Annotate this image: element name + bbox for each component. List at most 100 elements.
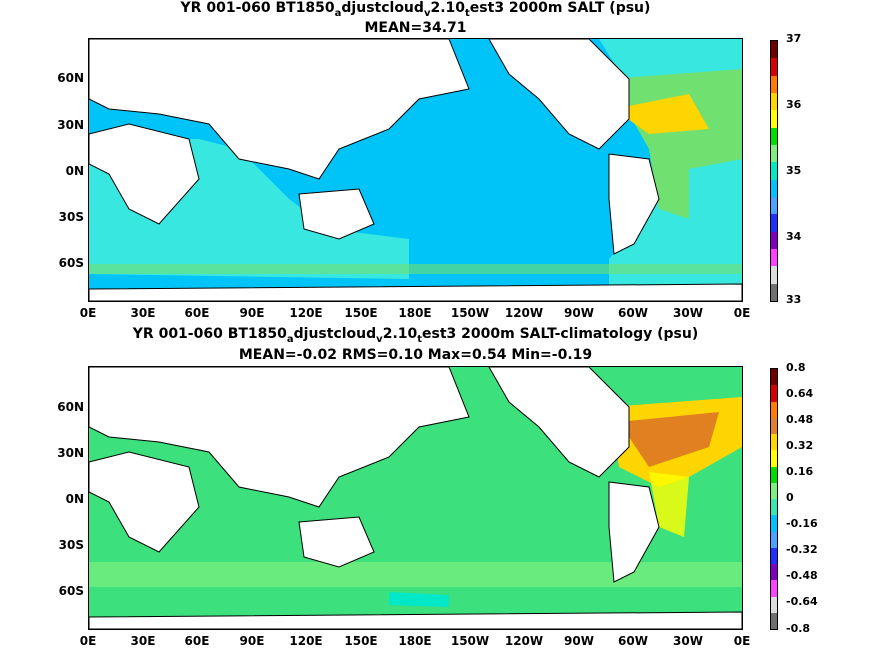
africa-shape <box>89 123 200 225</box>
north-america-shape <box>488 367 630 478</box>
colorbar-segment <box>771 283 777 301</box>
panel2-lon-120e: 120E <box>289 634 323 648</box>
panel2-lon-30e: 30E <box>130 634 156 648</box>
panel2-cb-label-0.8: 0.8 <box>786 361 806 374</box>
panel1-lon-150e: 150E <box>344 306 378 320</box>
eurasia-shape <box>89 39 470 180</box>
colorbar-segment <box>771 482 777 499</box>
colorbar-segment <box>771 144 777 163</box>
eurasia-shape <box>89 367 470 508</box>
panel2-cb-label-0.48: 0.48 <box>786 413 814 426</box>
ross-sea-patch <box>389 592 449 607</box>
colorbar-segment <box>771 385 777 402</box>
panel2-lon-60e: 60E <box>184 634 210 648</box>
panel2-lon-0e-end: 0E <box>733 634 751 648</box>
panel2-cb-label-neg0.8: -0.8 <box>786 622 811 635</box>
panel2-lon-90e: 90E <box>239 634 265 648</box>
australia-shape <box>298 188 375 240</box>
panel2-lat-30s: 30S <box>58 538 84 552</box>
colorbar-segment <box>771 417 777 434</box>
panel2-lon-150e: 150E <box>344 634 378 648</box>
panel2-cb-label-0.16: 0.16 <box>786 465 814 478</box>
panel1-title: YR 001-060 BT1850adjustcloudv2.10test3 2… <box>180 0 651 19</box>
panel1-stats: MEAN=34.71 <box>364 20 467 36</box>
south-america-shape <box>608 481 660 583</box>
panel1-lat-60s: 60S <box>58 256 84 270</box>
panel2-colorbar <box>770 368 778 630</box>
panel2-title: YR 001-060 BT1850adjustcloudv2.10test3 2… <box>132 326 699 345</box>
north-america-shape <box>488 39 630 150</box>
colorbar-segment <box>771 369 777 386</box>
panel1-lon-60w: 60W <box>618 306 648 320</box>
colorbar-segment <box>771 92 777 111</box>
colorbar-segment <box>771 596 777 613</box>
panel1-cb-label-35: 35 <box>786 164 802 177</box>
panel1-colorbar <box>770 40 778 302</box>
panel1-lon-180e: 180E <box>398 306 432 320</box>
panel1-cb-label-33: 33 <box>786 293 802 306</box>
colorbar-segment <box>771 41 777 59</box>
panel2-map-svg <box>89 367 742 629</box>
colorbar-segment <box>771 499 777 516</box>
australia-shape <box>298 516 375 568</box>
colorbar-segment <box>771 75 777 93</box>
panel2-cb-label-0.64: 0.64 <box>786 387 814 400</box>
panel2-lon-180e: 180E <box>398 634 432 648</box>
panel1-lon-0e: 0E <box>79 306 97 320</box>
colorbar-segment <box>771 547 777 564</box>
panel2-cb-label-neg0.48: -0.48 <box>786 569 818 582</box>
panel1-lat-60n: 60N <box>57 71 84 85</box>
colorbar-segment <box>771 162 777 180</box>
panel1-cb-label-34: 34 <box>786 230 802 243</box>
panel1-lat-0n: 0N <box>65 164 84 178</box>
colorbar-segment <box>771 266 777 284</box>
colorbar-segment <box>771 58 777 76</box>
colorbar-segment <box>771 179 777 197</box>
colorbar-segment <box>771 196 777 215</box>
colorbar-segment <box>771 214 777 232</box>
panel2-lon-90w: 90W <box>564 634 594 648</box>
panel2-lon-120w: 120W <box>504 634 544 648</box>
panel1-lon-30e: 30E <box>130 306 156 320</box>
panel2-stats: MEAN=-0.02 RMS=0.10 Max=0.54 Min=-0.19 <box>238 347 593 363</box>
panel1-map <box>88 38 743 302</box>
panel1-lat-30n: 30N <box>57 118 84 132</box>
south-america-shape <box>608 153 660 255</box>
colorbar-segment <box>771 401 777 418</box>
panel2-lat-60n: 60N <box>57 400 84 414</box>
colorbar-segment <box>771 531 777 548</box>
panel2-cb-label-neg0.64: -0.64 <box>786 595 818 608</box>
africa-shape <box>89 451 200 553</box>
panel1-lon-120w: 120W <box>504 306 544 320</box>
panel1-lon-0e-end: 0E <box>733 306 751 320</box>
colorbar-segment <box>771 127 777 145</box>
colorbar-segment <box>771 110 777 128</box>
panel2-cb-label-neg0.16: -0.16 <box>786 517 818 530</box>
panel1-cb-label-37: 37 <box>786 32 802 45</box>
panel2-lon-0e: 0E <box>79 634 97 648</box>
atlantic-south-yellow <box>649 472 689 537</box>
panel1-lat-30s: 30S <box>58 210 84 224</box>
colorbar-segment <box>771 612 777 629</box>
panel2-cb-label-neg0.32: -0.32 <box>786 543 818 556</box>
panel2-lon-150w: 150W <box>450 634 490 648</box>
colorbar-segment <box>771 564 777 581</box>
panel1-lon-90w: 90W <box>564 306 594 320</box>
antarctica-shape <box>89 611 742 629</box>
colorbar-segment <box>771 450 777 467</box>
panel2-lon-30w: 30W <box>673 634 703 648</box>
antarctica-shape <box>89 283 742 301</box>
atlantic-green-south <box>649 149 689 219</box>
panel2-lat-30n: 30N <box>57 446 84 460</box>
atlantic-orange-anomaly <box>619 412 719 467</box>
panel1-lon-60e: 60E <box>184 306 210 320</box>
atlantic-yellow-fill <box>614 94 709 134</box>
southern-band <box>89 562 742 587</box>
panel1-map-svg <box>89 39 742 301</box>
panel1-lon-150w: 150W <box>450 306 490 320</box>
colorbar-segment <box>771 231 777 249</box>
panel2-lat-0n: 0N <box>65 492 84 506</box>
colorbar-segment <box>771 248 777 267</box>
colorbar-segment <box>771 466 777 483</box>
panel1-lon-120e: 120E <box>289 306 323 320</box>
